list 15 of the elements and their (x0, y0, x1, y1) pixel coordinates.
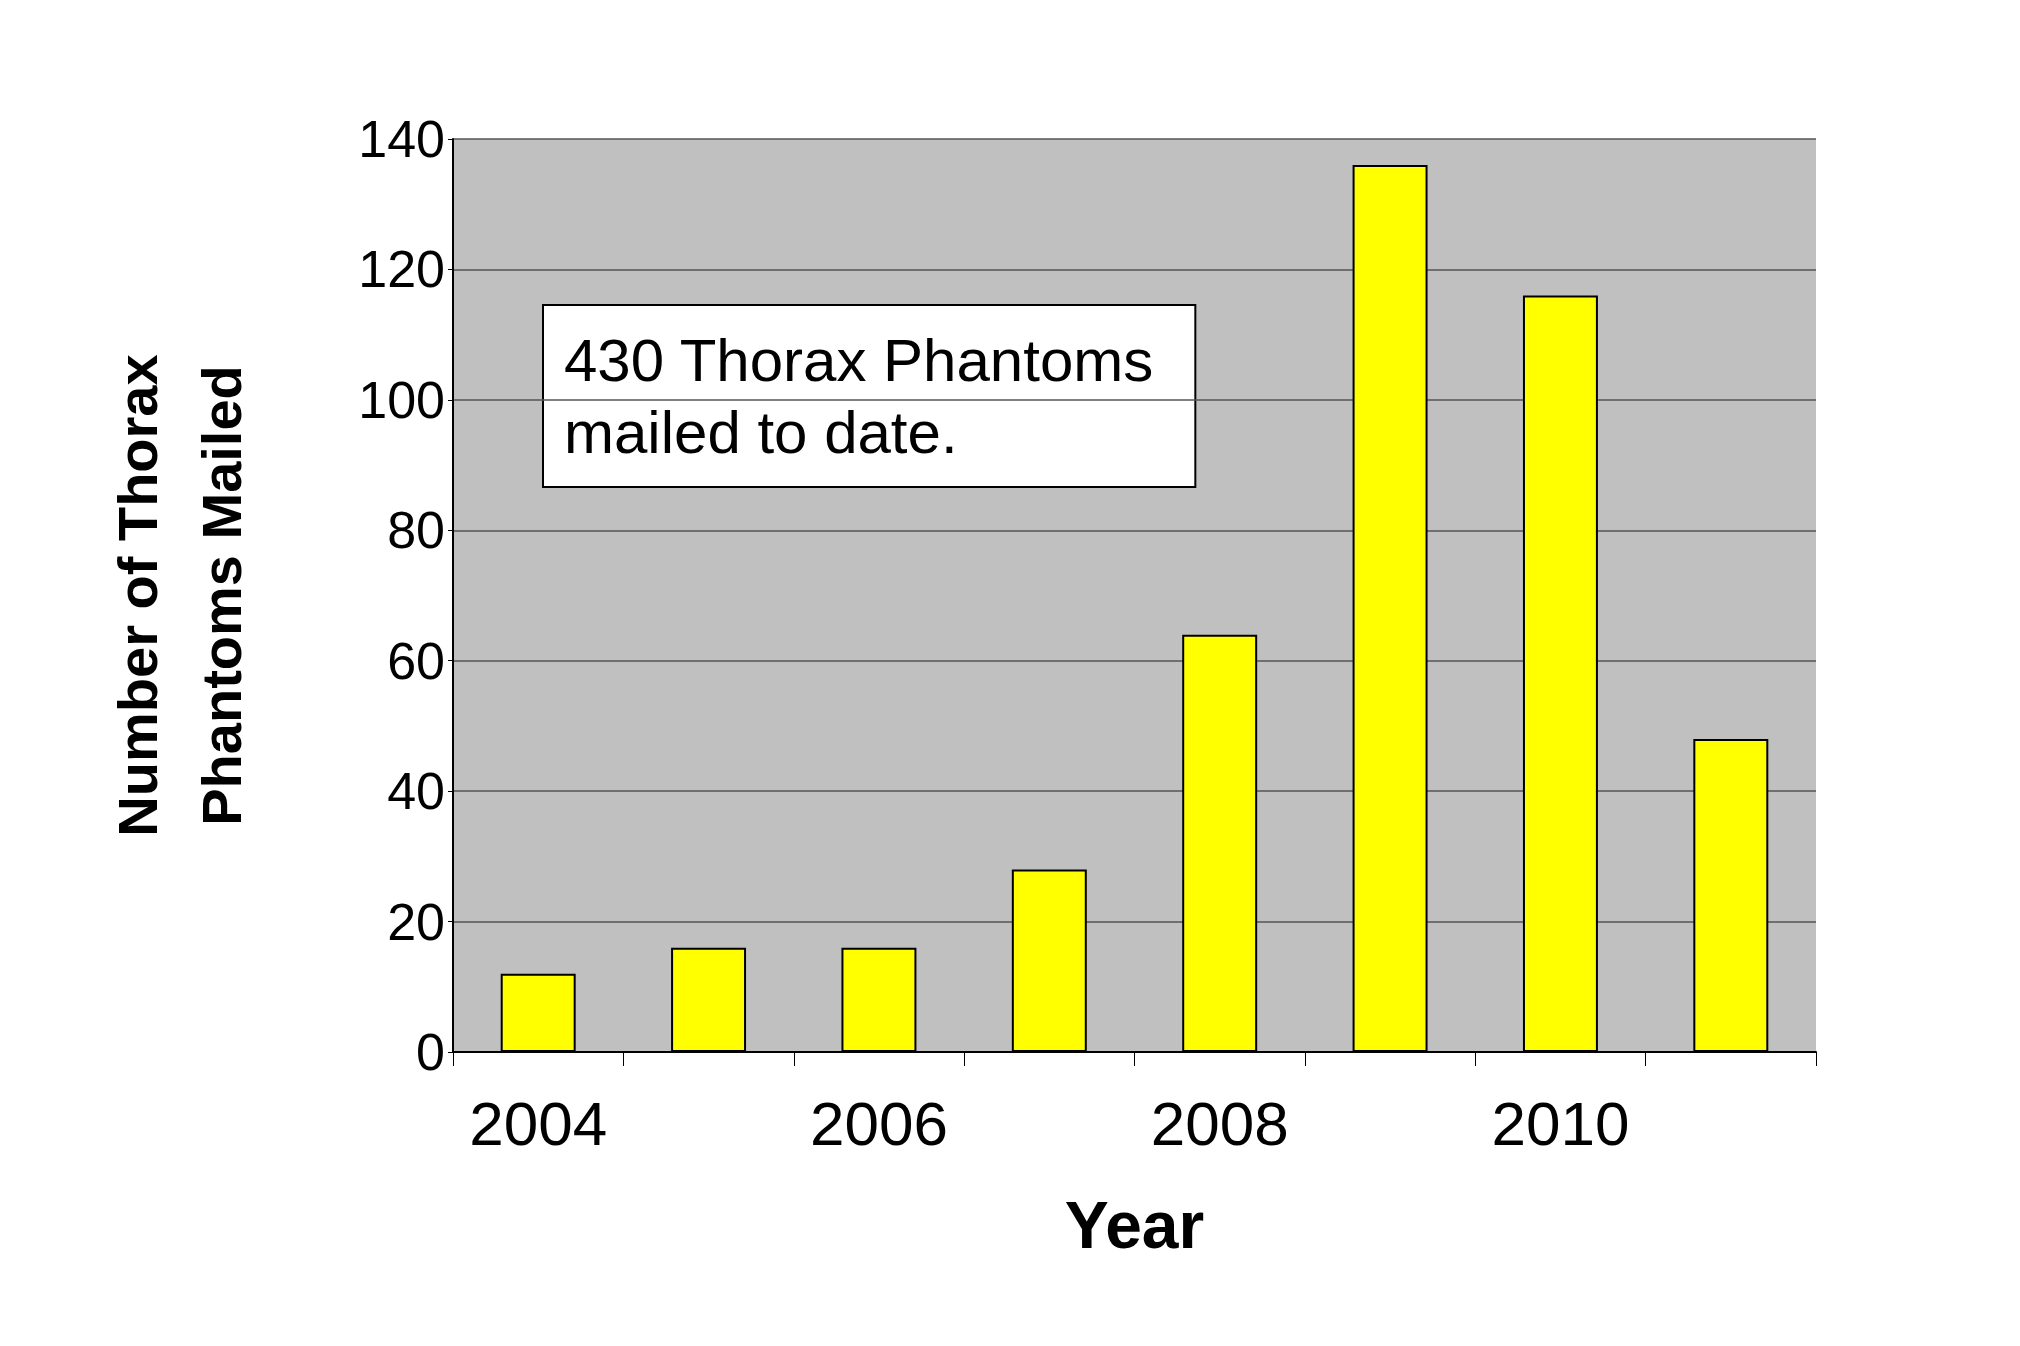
x-tick-label: 2008 (1150, 1088, 1289, 1158)
y-tick-label: 60 (387, 631, 445, 690)
x-axis-title: Year (1064, 1188, 1205, 1262)
y-tick-label: 20 (387, 892, 445, 951)
x-tick-label: 2006 (809, 1088, 948, 1158)
x-tick-label: 2004 (469, 1088, 608, 1158)
y-tick-label: 0 (416, 1023, 445, 1081)
y-axis-title: Number of Thorax Phantoms Mailed (105, 354, 253, 837)
y-tick-label: 100 (358, 370, 445, 429)
x-tick-label: 2010 (1491, 1088, 1630, 1158)
y-tick-label: 40 (387, 762, 445, 821)
y-tick-label: 140 (358, 110, 445, 168)
y-tick-label: 80 (387, 501, 445, 560)
y-tick-label: 120 (358, 240, 445, 299)
annotation: 430 Thorax Phantoms mailed to date. (564, 326, 1154, 466)
